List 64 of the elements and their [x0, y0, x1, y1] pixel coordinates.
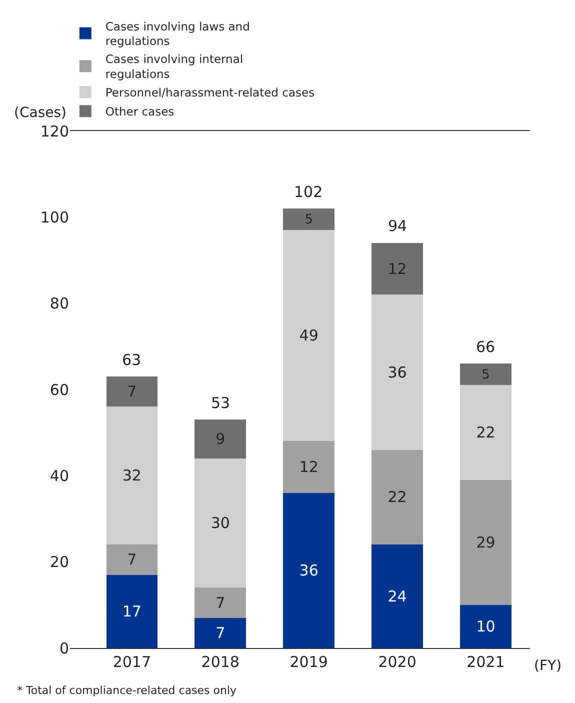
data-label: 30: [210, 514, 230, 532]
total-label: 102: [294, 183, 323, 201]
data-label: 5: [304, 212, 313, 228]
data-label: 12: [388, 260, 407, 278]
data-label: 24: [388, 587, 407, 606]
data-label: 7: [127, 382, 137, 401]
bar: [194, 458, 246, 588]
data-label: 7: [216, 624, 226, 642]
x-tick-label: 2020: [378, 653, 416, 671]
y-axis-title: (Cases): [14, 105, 66, 121]
total-label: 53: [211, 394, 230, 412]
text: * Total of compliance-related cases only: [17, 684, 238, 697]
data-label: 36: [299, 561, 318, 580]
legend-label: Personnel/harassment-related cases: [105, 86, 315, 100]
data-label: 5: [482, 368, 490, 383]
bar: [460, 385, 512, 480]
bar: [372, 544, 423, 648]
y-tick-label: 20: [50, 553, 69, 572]
x-tick-label: 2021: [466, 653, 505, 671]
bar: [194, 618, 246, 648]
y-tick-label: 120: [40, 122, 69, 140]
bar: [283, 208, 334, 230]
bar: [460, 364, 512, 386]
legend-label: Cases involving internal regulations: [105, 52, 244, 82]
x-tick-label: 2018: [201, 653, 240, 671]
y-tick-label: 40: [50, 466, 69, 485]
bar: [283, 441, 334, 493]
data-label: 12: [299, 458, 318, 476]
x-axis-title: (FY): [534, 658, 562, 674]
data-label: 29: [476, 533, 496, 552]
total-label: 66: [476, 338, 496, 356]
data-label: 7: [216, 594, 226, 612]
bar: [460, 604, 512, 648]
data-label: 36: [388, 363, 407, 382]
data-label: 9: [216, 430, 226, 448]
x-tick-label: 2019: [290, 653, 328, 671]
data-label: 32: [122, 466, 142, 485]
total-label: 63: [122, 351, 142, 369]
y-tick-label: 100: [40, 208, 69, 226]
bar: [194, 588, 246, 618]
bar: [106, 574, 158, 648]
x-tick-label: 2017: [112, 653, 152, 671]
bar: [283, 230, 334, 442]
y-tick-label: 60: [50, 380, 69, 399]
data-label: 22: [476, 424, 496, 442]
bar: [372, 294, 423, 450]
bar: [460, 480, 512, 605]
bar: [194, 420, 246, 458]
data-label: 49: [299, 326, 318, 345]
bar: [106, 406, 158, 545]
y-tick-label: 0: [59, 639, 69, 658]
bar: [106, 376, 158, 407]
bar: [106, 544, 158, 575]
bar: [283, 492, 334, 648]
legend-label: Other cases: [105, 104, 174, 119]
y-tick-label: 80: [50, 294, 69, 313]
bar: [372, 243, 423, 295]
data-label: 17: [122, 602, 142, 620]
data-label: 22: [388, 488, 407, 506]
total-label: 94: [388, 217, 408, 235]
legend-label: Cases involving laws and regulations: [105, 19, 250, 48]
bar: [372, 450, 423, 545]
data-label: 7: [127, 550, 137, 569]
data-label: 10: [476, 617, 496, 636]
